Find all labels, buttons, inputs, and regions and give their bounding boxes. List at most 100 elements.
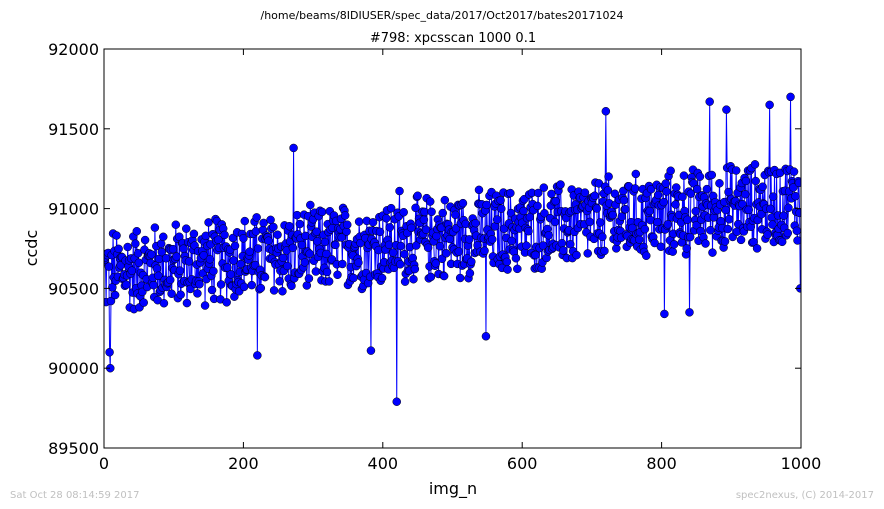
y-tick-label: 90500 xyxy=(48,279,99,298)
data-point xyxy=(794,178,801,188)
data-point xyxy=(200,301,210,310)
y-tick-label: 92000 xyxy=(48,40,99,59)
data-point xyxy=(256,283,266,293)
data-point xyxy=(152,264,162,273)
data-point xyxy=(159,298,169,308)
data-point xyxy=(288,243,298,253)
plot-area xyxy=(104,92,801,406)
data-point xyxy=(230,241,240,251)
data-point xyxy=(724,215,734,224)
data-point xyxy=(795,208,801,218)
data-point xyxy=(122,280,131,289)
data-point xyxy=(731,166,741,175)
data-point xyxy=(297,240,307,250)
data-point xyxy=(682,244,691,253)
data-point xyxy=(412,241,421,250)
data-point xyxy=(184,257,194,266)
data-point xyxy=(791,191,800,201)
data-point xyxy=(425,197,435,206)
data-point xyxy=(550,217,560,227)
data-point xyxy=(547,189,556,199)
data-point xyxy=(642,251,651,260)
x-tick-label: 600 xyxy=(507,454,538,473)
data-point xyxy=(278,287,287,296)
data-point xyxy=(278,253,288,263)
data-point xyxy=(506,188,515,198)
data-point xyxy=(222,298,231,307)
data-point xyxy=(640,224,650,234)
data-point xyxy=(264,236,273,245)
data-point xyxy=(139,298,148,307)
data-point xyxy=(503,265,512,274)
data-point xyxy=(513,264,522,274)
data-point xyxy=(519,206,528,216)
data-point xyxy=(395,186,404,196)
data-point xyxy=(157,247,167,257)
data-point xyxy=(662,187,671,196)
footer-timestamp: Sat Oct 28 08:14:59 2017 xyxy=(10,490,140,501)
data-point xyxy=(189,229,199,239)
data-point xyxy=(454,247,464,256)
data-point xyxy=(540,209,549,218)
data-point xyxy=(239,282,249,292)
data-point xyxy=(226,270,236,279)
data-point xyxy=(228,233,238,243)
data-point xyxy=(580,188,590,197)
data-point xyxy=(106,296,116,306)
y-tick-label: 90000 xyxy=(48,359,99,378)
data-point xyxy=(423,243,433,252)
data-point xyxy=(419,215,429,225)
data-point xyxy=(604,172,613,181)
data-point xyxy=(253,351,262,360)
data-point xyxy=(304,274,314,283)
data-point xyxy=(245,247,254,256)
data-point xyxy=(650,238,659,248)
data-point xyxy=(366,346,376,355)
data-point xyxy=(678,192,687,202)
data-point xyxy=(439,271,449,281)
data-point xyxy=(253,244,263,253)
data-point xyxy=(524,226,533,236)
data-point xyxy=(663,220,673,229)
data-point xyxy=(382,214,391,223)
data-point xyxy=(441,249,451,258)
data-point xyxy=(340,211,350,220)
data-point xyxy=(432,231,441,241)
data-point xyxy=(209,266,218,276)
y-axis-label: ccdc xyxy=(22,230,41,267)
data-point xyxy=(786,92,795,102)
data-point xyxy=(427,207,436,217)
data-point xyxy=(766,204,775,214)
data-point xyxy=(701,239,710,248)
data-point xyxy=(229,256,238,265)
data-point xyxy=(104,262,114,271)
data-point xyxy=(239,234,248,243)
data-point xyxy=(671,200,680,209)
data-point xyxy=(464,235,474,244)
data-point xyxy=(193,289,202,298)
data-point xyxy=(482,200,491,210)
data-point xyxy=(368,218,378,227)
data-point xyxy=(396,241,406,251)
data-point xyxy=(557,238,567,248)
data-point xyxy=(511,253,521,263)
data-point xyxy=(765,100,774,110)
data-point xyxy=(721,205,730,215)
data-point xyxy=(354,217,364,226)
data-point xyxy=(312,227,321,236)
data-point xyxy=(793,236,801,245)
data-point xyxy=(172,252,181,261)
data-point xyxy=(669,240,679,249)
data-point xyxy=(707,170,717,180)
data-point xyxy=(792,226,801,236)
data-point xyxy=(400,277,410,286)
data-point xyxy=(147,250,156,259)
data-point xyxy=(496,196,505,205)
data-point xyxy=(182,298,192,308)
data-point xyxy=(789,183,798,192)
data-point xyxy=(408,253,418,263)
data-point xyxy=(395,260,405,269)
data-point xyxy=(723,224,733,234)
data-point xyxy=(619,196,629,205)
x-tick-label: 800 xyxy=(646,454,677,473)
